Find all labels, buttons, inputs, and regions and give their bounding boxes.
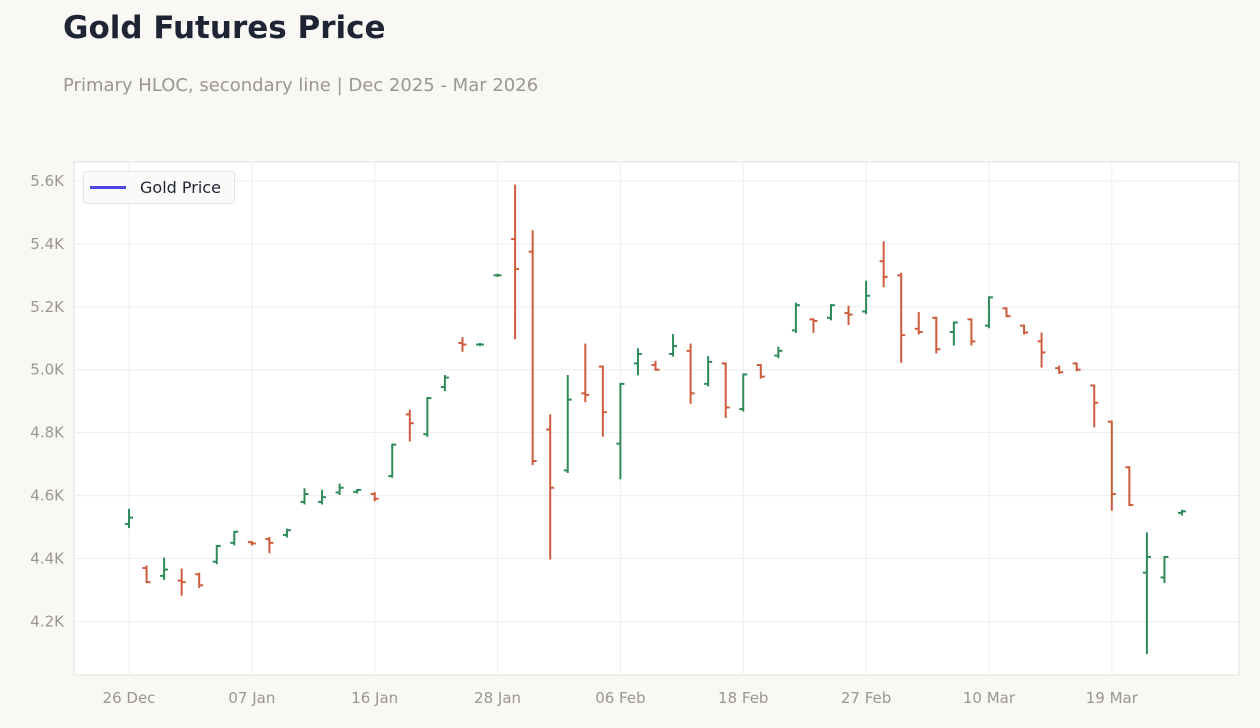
ohlc-bar <box>230 530 239 546</box>
x-tick-label: 16 Jan <box>351 689 398 707</box>
ohlc-bar <box>353 488 362 494</box>
ohlc-bar <box>844 305 853 326</box>
ohlc-bar <box>212 544 221 565</box>
y-tick-label: 4.4K <box>30 550 65 568</box>
x-tick-label: 06 Feb <box>595 689 645 707</box>
x-tick-label: 07 Jan <box>228 689 275 707</box>
ohlc-bar <box>949 321 958 346</box>
ohlc-bar <box>598 365 607 437</box>
x-tick-label: 26 Dec <box>103 689 156 707</box>
ohlc-bar <box>1107 420 1116 511</box>
ohlc-bar <box>879 241 888 288</box>
ohlc-bar <box>1002 307 1011 318</box>
ohlc-bar <box>669 334 678 357</box>
ohlc-bar <box>247 540 256 546</box>
ohlc-bar <box>1037 332 1046 368</box>
ohlc-bar <box>984 296 993 329</box>
ohlc-bar <box>160 557 169 581</box>
y-tick-label: 4.6K <box>30 487 65 505</box>
ohlc-bar <box>1142 532 1151 654</box>
ohlc-bar <box>791 302 800 333</box>
ohlc-bar <box>686 343 695 404</box>
y-tick-label: 4.8K <box>30 424 65 442</box>
ohlc-bar <box>704 356 713 387</box>
ohlc-bar <box>756 363 765 379</box>
x-tick-label: 18 Feb <box>718 689 768 707</box>
ohlc-bar <box>142 565 151 584</box>
ohlc-bar <box>897 272 906 363</box>
y-tick-label: 5.2K <box>30 298 65 316</box>
legend-line-icon <box>90 186 126 189</box>
ohlc-bar <box>739 373 748 412</box>
ohlc-bar <box>458 337 467 352</box>
y-tick-label: 5.0K <box>30 361 65 379</box>
ohlc-bar <box>1090 384 1099 428</box>
ohlc-bar <box>265 537 274 554</box>
y-tick-label: 5.6K <box>30 172 65 190</box>
ohlc-bar <box>335 483 344 496</box>
ohlc-bar <box>967 318 976 346</box>
ohlc-bar <box>914 312 923 335</box>
ohlc-bar <box>1160 555 1169 584</box>
ohlc-bar <box>476 342 484 347</box>
ohlc-bar <box>721 362 730 418</box>
ohlc-bar <box>774 346 783 359</box>
ohlc-bar <box>1125 466 1134 507</box>
ohlc-bar <box>581 343 590 403</box>
ohlc-bar <box>1055 365 1064 374</box>
ohlc-bar <box>423 397 432 437</box>
ohlc-bar <box>195 572 204 588</box>
ohlc-bar <box>388 443 397 478</box>
x-tick-label: 10 Mar <box>963 689 1016 707</box>
y-tick-label: 4.2K <box>30 612 65 630</box>
ohlc-bar <box>300 488 309 505</box>
grid <box>74 162 1239 675</box>
ohlc-bar <box>651 360 660 371</box>
chart-subtitle: Primary HLOC, secondary line | Dec 2025 … <box>63 75 539 96</box>
ohlc-bar <box>809 318 818 333</box>
ohlc-bar <box>318 489 327 505</box>
x-tick-label: 19 Mar <box>1086 689 1139 707</box>
ohlc-bar <box>616 382 625 480</box>
y-axis: 4.2K 4.4K 4.6K 4.8K 5.0K 5.2K 5.4K 5.6K <box>30 172 65 631</box>
ohlc-bar <box>563 375 572 474</box>
ohlc-bar <box>1072 362 1081 372</box>
ohlc-bar <box>177 568 186 596</box>
y-tick-label: 5.4K <box>30 235 65 253</box>
ohlc-bar <box>932 316 941 354</box>
ohlc-bar <box>282 528 291 538</box>
ohlc-bar <box>1020 324 1029 335</box>
ohlc-bar <box>493 273 502 277</box>
ohlc-bars <box>125 184 1186 654</box>
ohlc-bar <box>528 230 537 466</box>
ohlc-bar <box>862 280 871 315</box>
ohlc-bar <box>546 414 555 560</box>
x-tick-label: 27 Feb <box>841 689 891 707</box>
ohlc-bar <box>1178 509 1186 516</box>
x-axis: 26 Dec 07 Jan 16 Jan 28 Jan 06 Feb 18 Feb 27 F… <box>103 689 1139 707</box>
x-tick-label: 28 Jan <box>474 689 521 707</box>
chart-title: Gold Futures Price <box>63 10 386 46</box>
ohlc-bar <box>125 508 133 529</box>
plot-area <box>73 161 1240 676</box>
legend-label: Gold Price <box>140 178 221 197</box>
ohlc-bar <box>511 184 520 340</box>
ohlc-bar <box>405 409 414 442</box>
ohlc-bar <box>440 375 449 392</box>
ohlc-bar <box>633 348 642 376</box>
ohlc-bar <box>370 492 379 502</box>
legend[interactable]: Gold Price <box>83 171 235 204</box>
ohlc-bar <box>827 304 835 321</box>
